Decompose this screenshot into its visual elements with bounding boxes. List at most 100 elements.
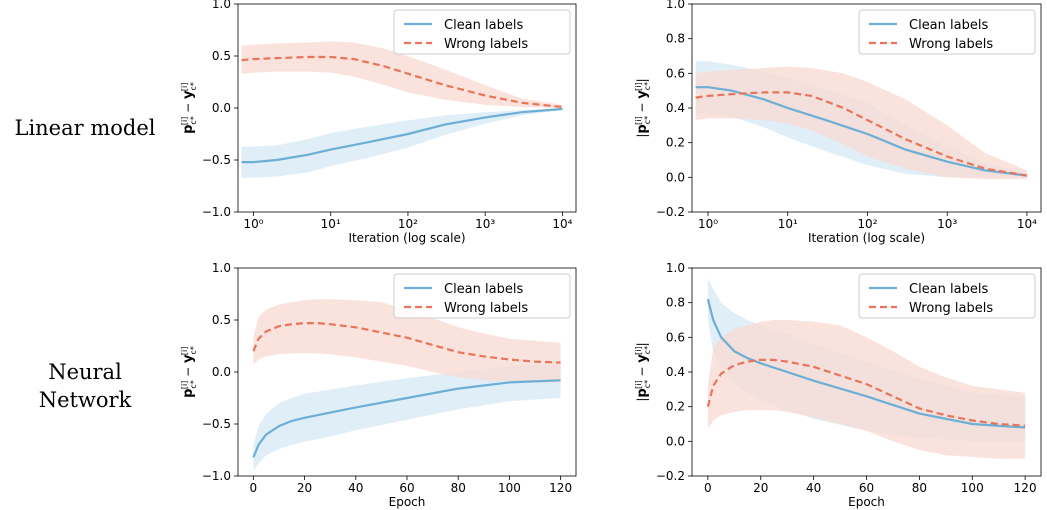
y-tick-label: 0.6 [666,66,685,80]
x-axis-label: Iteration (log scale) [348,231,465,245]
x-tick-label: 60 [399,481,414,495]
y-tick-label: 1.0 [212,0,231,11]
y-tick-label: −1.0 [202,469,231,483]
x-tick-label: 10⁰ [243,217,263,231]
y-tick-label: 0.5 [212,313,231,327]
chart-panel-4: −0.2 0.0 0.2 0.4 0.6 0.8 1.0 0 20 40 60 80 100 120 Epo… [634,261,1042,509]
x-tick-label: 10³ [937,217,957,231]
y-tick-label: −1.0 [202,205,231,219]
svg-text:|pc*[i] − yc*[i]|: |pc*[i] − yc*[i]| [634,342,652,401]
legend: Clean labels Wrong labels [858,273,1036,319]
x-tick-label: 100 [961,481,984,495]
x-tick-label: 10¹ [321,217,341,231]
y-tick-label: 0.2 [666,136,685,150]
x-tick-label: 10⁰ [698,217,718,231]
x-tick-label: 10⁴ [1017,217,1037,231]
confidence-band-clean [253,363,561,471]
y-tick-label: 0.2 [666,400,685,414]
legend-box [858,273,1036,319]
x-tick-label: 0 [704,481,712,495]
confidence-band-wrong [695,66,1027,180]
confidence-band-clean [241,108,563,178]
x-tick-label: 100 [498,481,521,495]
x-axis-label: Epoch [848,495,885,509]
legend-box [393,9,571,55]
svg-text:pc*[i] − yc*[i]: pc*[i] − yc*[i] [180,82,198,134]
plot-area [695,61,1028,180]
x-tick-label: 10² [398,217,418,231]
x-tick-label: 10⁴ [552,217,572,231]
y-tick-label: 0.0 [666,170,685,184]
series-line-wrong [252,322,561,364]
y-tick-label: 0.0 [666,434,685,448]
y-tick-label: 0.4 [666,101,685,115]
plot-area [241,41,563,178]
y-tick-label: 1.0 [666,0,685,11]
x-tick-label: 10³ [475,217,495,231]
y-tick-label: 1.0 [666,261,685,275]
y-tick-label: 0.6 [666,330,685,344]
x-tick-label: 0 [250,481,258,495]
chart-panel-1: −1.0 −0.5 0.0 0.5 1.0 10⁰ 10¹ 10² 10³ 10⁴ Iteratio… [180,0,577,245]
x-tick-label: 10² [857,217,877,231]
legend-label-clean: Clean labels [909,282,988,297]
y-axis-label: pc*[i] − yc*[i] [180,346,198,398]
y-tick-label: 0.0 [212,101,231,115]
svg-text:pc*[i] − yc*[i]: pc*[i] − yc*[i] [180,346,198,398]
y-tick-label: −0.5 [202,153,231,167]
x-tick-label: 40 [348,481,363,495]
x-tick-label: 10¹ [778,217,798,231]
y-tick-label: 0.0 [212,365,231,379]
y-tick-label: 0.8 [666,296,685,310]
legend-label-wrong: Wrong labels [909,37,993,52]
legend: Clean labels Wrong labels [858,9,1036,55]
y-axis-label: |pc*[i] − yc*[i]| [634,78,652,137]
x-tick-label: 80 [912,481,927,495]
legend-box [393,273,571,319]
y-tick-label: 0.8 [666,32,685,46]
chart-panel-2: −0.2 0.0 0.2 0.4 0.6 0.8 1.0 10⁰ 10¹ 10² 10³ 10⁴ Ite… [634,0,1042,245]
y-tick-label: 0.5 [212,49,231,63]
row-label-neural-network: Neural Network [38,360,132,412]
series-line-clean [695,86,1028,177]
legend-label-wrong: Wrong labels [909,301,993,316]
confidence-band-wrong [707,320,1026,459]
series-line-clean [252,379,561,458]
chart-panel-3: −1.0 −0.5 0.0 0.5 1.0 0 20 40 60 80 100 120 Epoch pc*… [180,261,577,509]
x-tick-label: 80 [451,481,466,495]
confidence-band-wrong [253,299,561,383]
series-line-clean [241,107,563,164]
x-tick-label: 120 [549,481,572,495]
x-tick-label: 120 [1014,481,1037,495]
plot-area [706,278,1026,459]
legend-label-wrong: Wrong labels [444,37,528,52]
y-axis-label: |pc*[i] − yc*[i]| [634,342,652,401]
row-label-linear-model: Linear model [14,116,156,140]
legend-label-wrong: Wrong labels [444,301,528,316]
series-line-wrong [706,358,1026,427]
y-tick-label: −0.2 [656,205,685,219]
series-line-wrong [695,91,1028,177]
series-line-wrong [241,55,563,109]
svg-text:|pc*[i] − yc*[i]|: |pc*[i] − yc*[i]| [634,78,652,137]
y-tick-label: −0.2 [656,469,685,483]
x-tick-label: 40 [806,481,821,495]
x-tick-label: 20 [753,481,768,495]
y-tick-label: 0.4 [666,365,685,379]
y-axis-label: pc*[i] − yc*[i] [180,82,198,134]
x-axis-label: Iteration (log scale) [808,231,925,245]
legend-box [858,9,1036,55]
legend-label-clean: Clean labels [909,18,988,33]
series-line-clean [706,298,1026,429]
plot-area [252,299,561,471]
x-tick-label: 60 [859,481,874,495]
x-axis-label: Epoch [389,495,426,509]
y-tick-label: −0.5 [202,417,231,431]
legend-label-clean: Clean labels [444,18,523,33]
legend: Clean labels Wrong labels [393,9,571,55]
legend-label-clean: Clean labels [444,282,523,297]
legend: Clean labels Wrong labels [393,273,571,319]
x-tick-label: 20 [297,481,312,495]
y-tick-label: 1.0 [212,261,231,275]
